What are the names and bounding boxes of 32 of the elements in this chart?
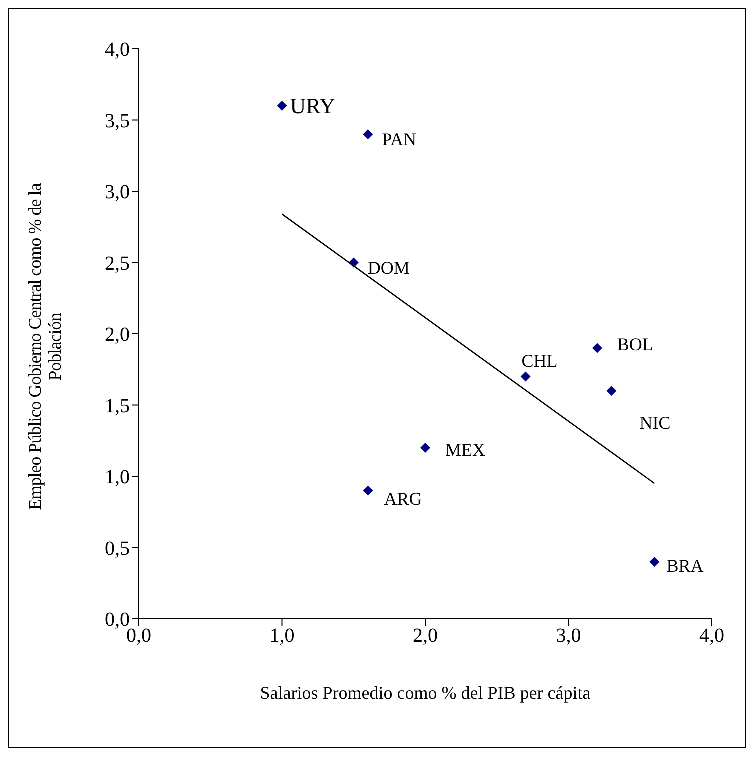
point: [592, 343, 602, 354]
y-tick-label: 3,0: [105, 182, 130, 204]
annotation: BRA: [666, 556, 704, 576]
point: [420, 443, 430, 453]
x-tick-label: 3,0: [556, 625, 582, 648]
y-tick-label: 1,0: [105, 466, 130, 489]
annotation: DOM: [368, 258, 410, 278]
x-tick-label: 2,0: [413, 625, 438, 648]
y-tick-label: 2,5: [105, 252, 130, 275]
annotation: CHL: [522, 350, 558, 371]
annotation: ARG: [384, 488, 422, 509]
y-axis-title: Empleo Público Gobierno Central como % de la Población: [25, 182, 65, 512]
y-tick-label: 3,5: [105, 110, 130, 132]
point: [520, 372, 531, 382]
y-tick-label: 1,5: [105, 395, 130, 418]
annotation: NIC: [640, 413, 671, 433]
point: [363, 130, 374, 140]
x-tick-label: 4,0: [700, 625, 724, 648]
y-tick-label: 0,5: [105, 538, 130, 560]
point: [606, 386, 617, 396]
x-tick-label: 1,0: [270, 625, 295, 648]
annotation: PAN: [382, 130, 417, 150]
point: [650, 557, 660, 567]
annotation: MEX: [446, 440, 486, 460]
x-tick-label: 0,0: [126, 625, 152, 648]
y-tick-label: 2,0: [105, 324, 130, 346]
x-axis-title: Salarios Promedio como % del PIB per cápita: [260, 683, 591, 703]
point: [277, 101, 288, 111]
annotation: URY: [290, 94, 336, 118]
annotation: BOL: [617, 334, 654, 354]
y-tick-label: 4,0: [105, 39, 130, 62]
point: [363, 486, 374, 496]
